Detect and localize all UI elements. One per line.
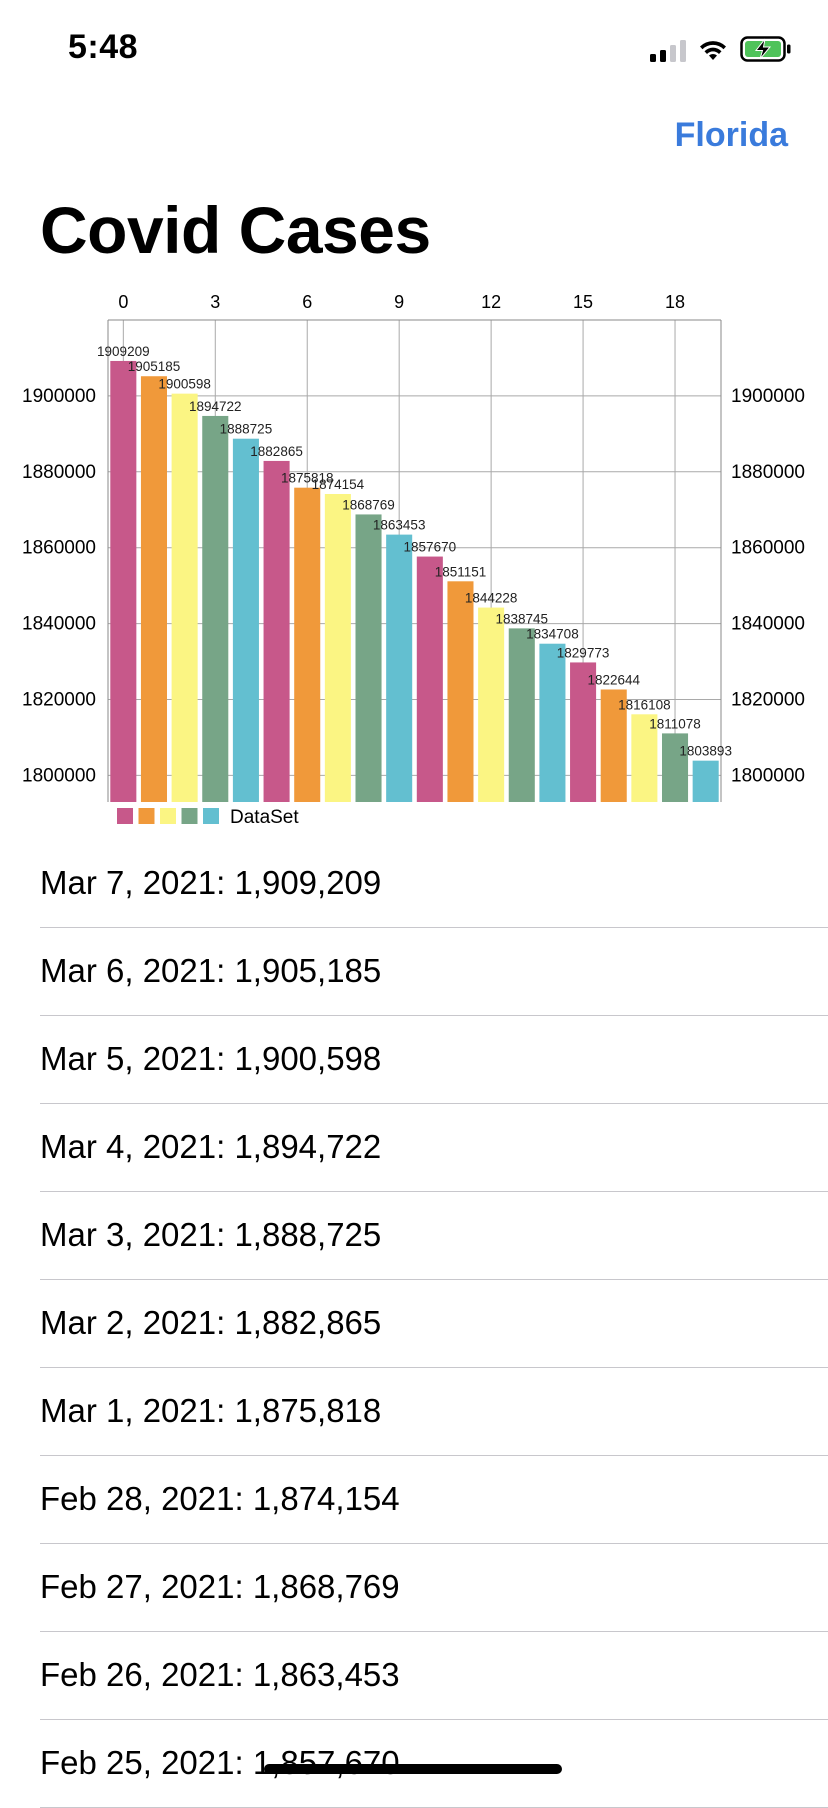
x-tick-label: 12 xyxy=(481,292,501,312)
list-item[interactable]: Mar 5, 2021: 1,900,598 xyxy=(40,1016,828,1104)
list-item[interactable]: Mar 2, 2021: 1,882,865 xyxy=(40,1280,828,1368)
bar xyxy=(570,662,597,802)
battery-charging-icon xyxy=(740,36,791,62)
bar xyxy=(171,393,198,802)
y-tick-label-right: 1900000 xyxy=(731,386,805,407)
florida-nav-button[interactable]: Florida xyxy=(674,116,788,154)
data-label: 1844228 xyxy=(465,591,518,606)
list-item[interactable]: Feb 27, 2021: 1,868,769 xyxy=(40,1544,828,1632)
bar xyxy=(478,607,505,802)
x-tick-label: 18 xyxy=(665,292,685,312)
list-item[interactable]: Mar 7, 2021: 1,909,209 xyxy=(40,840,828,928)
y-tick-label-right: 1840000 xyxy=(731,614,805,635)
y-tick-label-left: 1880000 xyxy=(22,462,96,483)
data-label: 1875818 xyxy=(281,471,334,486)
bar xyxy=(202,415,229,802)
x-tick-label: 0 xyxy=(118,292,128,312)
y-tick-label-left: 1820000 xyxy=(22,690,96,711)
bar xyxy=(110,360,137,802)
bar xyxy=(661,733,689,802)
bar xyxy=(232,438,259,802)
data-label: 1882865 xyxy=(250,444,303,459)
data-label: 1834708 xyxy=(526,627,579,642)
legend-swatch xyxy=(117,808,133,824)
bar xyxy=(355,514,382,802)
page-title: Covid Cases xyxy=(40,193,431,267)
data-label: 1822644 xyxy=(587,672,640,687)
data-label: 1900598 xyxy=(158,377,211,392)
data-label: 1838745 xyxy=(495,611,548,626)
y-tick-label-left: 1840000 xyxy=(22,614,96,635)
bar xyxy=(692,760,719,802)
data-label: 1816108 xyxy=(618,697,671,712)
bar xyxy=(386,534,413,802)
list-item[interactable]: Mar 1, 2021: 1,875,818 xyxy=(40,1368,828,1456)
bar xyxy=(539,643,566,802)
data-label: 1851151 xyxy=(435,564,487,579)
bar xyxy=(508,628,535,802)
data-label: 1874154 xyxy=(312,477,365,492)
list-item[interactable]: Feb 26, 2021: 1,863,453 xyxy=(40,1632,828,1720)
status-icons xyxy=(650,36,792,62)
list-item-label: Mar 3, 2021: 1,888,725 xyxy=(40,1216,382,1253)
wifi-icon xyxy=(700,41,726,60)
list-item-label: Feb 28, 2021: 1,874,154 xyxy=(40,1480,400,1517)
list-item-label: Mar 1, 2021: 1,875,818 xyxy=(40,1392,382,1429)
bar xyxy=(447,581,474,802)
list-item-label: Feb 25, 2021: 1,857,670 xyxy=(40,1744,400,1781)
data-label: 1905185 xyxy=(128,359,181,374)
bar xyxy=(416,556,443,802)
list-item-label: Feb 26, 2021: 1,863,453 xyxy=(40,1656,400,1693)
bar xyxy=(600,689,627,802)
list-item-label: Mar 6, 2021: 1,905,185 xyxy=(40,952,382,989)
legend-swatch xyxy=(160,808,176,824)
bar xyxy=(631,714,658,802)
data-label: 1857670 xyxy=(404,540,457,555)
y-tick-label-right: 1880000 xyxy=(731,462,805,483)
bar xyxy=(294,487,321,802)
status-bar: 5:48 xyxy=(0,0,828,100)
list-item-label: Mar 2, 2021: 1,882,865 xyxy=(40,1304,382,1341)
legend-swatch xyxy=(138,808,155,824)
data-label: 1863453 xyxy=(373,518,426,533)
list-item[interactable]: Mar 6, 2021: 1,905,185 xyxy=(40,928,828,1016)
cellular-signal-icon xyxy=(650,38,686,62)
data-label: 1829773 xyxy=(557,645,610,660)
status-time: 5:48 xyxy=(68,28,139,66)
x-tick-label: 6 xyxy=(302,292,312,312)
y-tick-label-right: 1860000 xyxy=(731,538,805,559)
list-item-label: Mar 7, 2021: 1,909,209 xyxy=(40,864,382,901)
x-tick-label: 9 xyxy=(394,292,404,312)
x-tick-label: 3 xyxy=(210,292,220,312)
x-tick-label: 15 xyxy=(573,292,593,312)
y-tick-label-left: 1860000 xyxy=(22,538,96,559)
data-label: 1888725 xyxy=(220,422,273,437)
y-tick-label-right: 1800000 xyxy=(731,765,805,786)
legend-swatch xyxy=(181,808,198,824)
list-item[interactable]: Feb 28, 2021: 1,874,154 xyxy=(40,1456,828,1544)
bar xyxy=(140,376,168,802)
data-label: 1811078 xyxy=(649,716,701,731)
legend-label: DataSet xyxy=(230,807,299,828)
legend-swatch xyxy=(203,808,219,824)
list-item-label: Feb 27, 2021: 1,868,769 xyxy=(40,1568,400,1605)
list-item[interactable]: Mar 4, 2021: 1,894,722 xyxy=(40,1104,828,1192)
cases-list: Mar 7, 2021: 1,909,209 Mar 6, 2021: 1,905… xyxy=(0,840,828,1808)
y-tick-label-left: 1900000 xyxy=(22,386,96,407)
data-label: 1894722 xyxy=(189,399,242,414)
y-tick-label-left: 1800000 xyxy=(22,765,96,786)
list-item-label: Mar 5, 2021: 1,900,598 xyxy=(40,1040,382,1077)
list-item[interactable]: Mar 3, 2021: 1,888,725 xyxy=(40,1192,828,1280)
data-label: 1803893 xyxy=(679,744,732,759)
bar-chart: 1909209 1905185 1900598 1894722 1888725 18828… xyxy=(0,282,828,834)
bar xyxy=(263,460,290,802)
data-label: 1868769 xyxy=(342,497,395,512)
home-indicator xyxy=(264,1764,562,1774)
list-item-label: Mar 4, 2021: 1,894,722 xyxy=(40,1128,382,1165)
y-tick-label-right: 1820000 xyxy=(731,690,805,711)
bar xyxy=(324,493,351,802)
data-label: 1909209 xyxy=(97,344,150,359)
